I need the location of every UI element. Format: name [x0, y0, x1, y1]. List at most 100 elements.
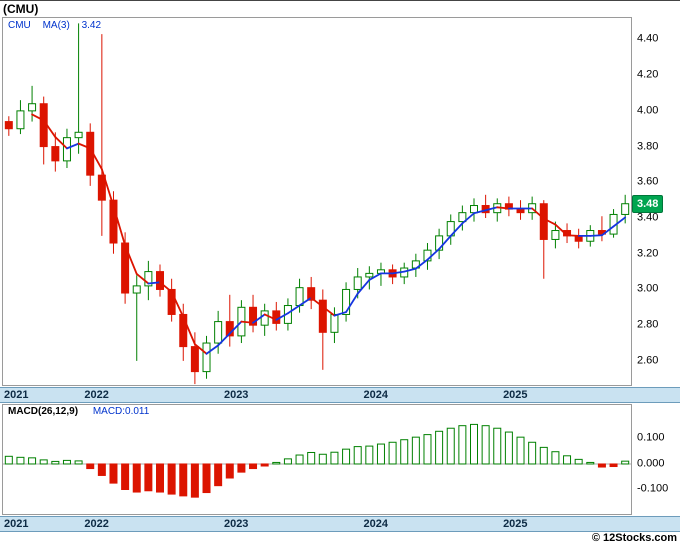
macd-axis: 0.100 0.000 -0.100 — [633, 405, 679, 514]
macd-bar — [539, 446, 548, 465]
candle — [504, 196, 513, 217]
macd-bar — [179, 463, 188, 497]
candle — [342, 282, 351, 322]
macd-bar — [190, 463, 199, 498]
macd-bar — [132, 463, 141, 493]
year-label: 2024 — [363, 518, 388, 530]
candle — [481, 194, 490, 219]
year-label: 2021 — [4, 518, 29, 530]
macd-bar — [214, 463, 223, 487]
macd-bar — [167, 463, 176, 495]
year-label: 2025 — [503, 389, 528, 401]
macd-bar — [470, 423, 478, 465]
price-axis-label: 2.60 — [637, 354, 659, 367]
candle — [621, 194, 630, 224]
candle — [179, 303, 188, 361]
macd-bar — [423, 434, 432, 465]
macd-bar — [330, 451, 339, 465]
candle — [225, 294, 234, 347]
candle — [307, 276, 316, 310]
macd-bar — [272, 461, 281, 465]
year-label: 2024 — [363, 389, 388, 401]
macd-bar — [4, 455, 13, 465]
macd-bar — [353, 446, 362, 465]
candle — [272, 301, 281, 331]
macd-axis-label: -0.100 — [637, 482, 669, 495]
macd-bar — [28, 457, 37, 465]
price-axis-label: 4.00 — [637, 104, 659, 117]
macd-bar — [365, 445, 374, 465]
year-label: 2022 — [84, 389, 109, 401]
year-label: 2023 — [223, 389, 249, 401]
candle — [214, 310, 223, 354]
macd-bar — [144, 463, 153, 492]
macd-bar — [411, 436, 420, 465]
ma-line — [31, 113, 627, 355]
price-axis-label: 3.60 — [637, 175, 659, 188]
macd-bar — [435, 430, 444, 465]
candle — [132, 275, 141, 361]
candle — [109, 191, 118, 254]
chart-legend: CMU MA(3) 3.42 — [8, 20, 110, 31]
macd-bar — [51, 460, 60, 465]
macd-bar — [62, 459, 71, 465]
candle — [260, 303, 269, 336]
candle — [446, 214, 455, 245]
candle — [435, 228, 444, 260]
price-axis-label: 3.40 — [637, 211, 659, 224]
price-axis: 4.40 4.20 4.00 3.80 3.60 3.40 3.20 3.00 2.80 2.60 — [633, 18, 679, 385]
macd-bar — [74, 460, 83, 465]
macd-legend: MACD(26,12,9) MACD:0.011 — [8, 406, 149, 417]
macd-bar — [400, 439, 409, 465]
year-label: 2021 — [4, 389, 29, 401]
macd-axis-label: 0.000 — [637, 457, 665, 470]
macd-bar — [574, 458, 583, 465]
candle — [574, 228, 583, 249]
macd-bar — [551, 451, 560, 465]
macd-bar — [446, 427, 455, 465]
macd-bar — [109, 463, 118, 484]
legend-ma-label: MA(3) — [42, 20, 70, 31]
macd-bar — [563, 455, 572, 465]
candle — [470, 198, 478, 222]
macd-bar — [86, 463, 95, 470]
candle — [167, 278, 176, 322]
candle — [330, 307, 339, 344]
macd-bar — [586, 461, 595, 465]
candle — [493, 198, 502, 222]
year-label: 2022 — [84, 518, 109, 530]
candle — [156, 264, 164, 297]
x-axis-years-bottom: 2021 2022 2023 2024 2025 — [0, 516, 680, 532]
macd-bar — [609, 463, 618, 468]
macd-bar — [97, 463, 106, 476]
macd-bar — [318, 453, 327, 465]
macd-bar — [16, 456, 25, 465]
candle — [597, 216, 606, 242]
macd-bar — [249, 463, 258, 470]
macd-bar — [458, 425, 467, 465]
macd-bar — [493, 427, 502, 465]
macd-panel: MACD(26,12,9) MACD:0.011 — [2, 404, 632, 515]
macd-bar — [597, 463, 606, 468]
macd-bar — [504, 431, 513, 465]
year-label: 2025 — [503, 518, 528, 530]
price-axis-label: 4.40 — [637, 32, 659, 45]
candle — [539, 200, 548, 279]
macd-bar — [237, 463, 246, 473]
candle — [400, 262, 409, 285]
candle — [202, 335, 211, 379]
year-label: 2023 — [223, 518, 249, 530]
candle — [39, 96, 48, 165]
macd-bar — [307, 451, 316, 465]
legend-symbol: CMU — [8, 20, 31, 31]
macd-axis-label: 0.100 — [637, 431, 665, 444]
macd-bar — [621, 460, 630, 465]
candle — [318, 289, 327, 370]
candle — [86, 123, 95, 186]
macd-params-label: MACD(26,12,9) — [8, 406, 79, 417]
macd-bar — [121, 463, 130, 490]
macd-bar — [376, 443, 385, 465]
candle — [97, 34, 106, 236]
site-credit: © 12Stocks.com — [591, 532, 677, 544]
macd-bar — [481, 425, 490, 465]
